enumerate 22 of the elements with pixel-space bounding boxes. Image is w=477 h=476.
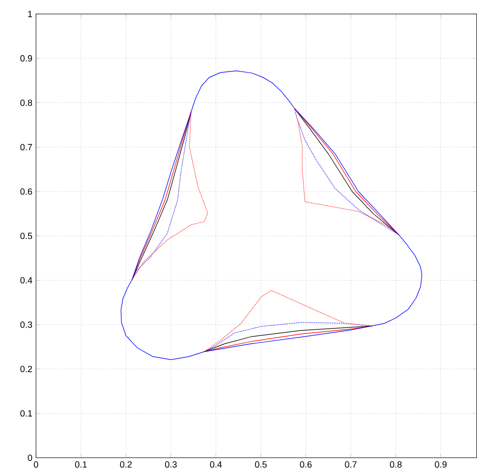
y-tick-label: 0.6 — [20, 188, 32, 195]
y-tick-label: 0.4 — [20, 277, 32, 284]
y-tick-label: 0.8 — [20, 100, 32, 106]
x-tick-label: 0.4 — [210, 461, 222, 468]
y-tick-label: 1 — [28, 11, 32, 18]
y-tick-label: 0.2 — [20, 366, 32, 372]
y-tick-label: 0.3 — [20, 322, 32, 328]
y-tick-label: 0.7 — [20, 144, 32, 150]
line-series — [294, 108, 400, 236]
x-tick-label: 0.7 — [344, 461, 357, 468]
y-tick-label: 0.1 — [20, 410, 32, 417]
x-tick-label: 0.9 — [434, 461, 447, 468]
y-tick-label: 0.9 — [20, 55, 32, 62]
x-tick-label: 0.2 — [120, 461, 132, 468]
y-tick-label: 0 — [28, 454, 32, 462]
x-tick-label: 0.6 — [300, 461, 312, 468]
x-tick-label: 0 — [34, 461, 38, 468]
y-tick-label: 0.5 — [20, 232, 32, 240]
x-tick-label: 0.3 — [165, 461, 177, 468]
x-tick-label: 0.8 — [390, 461, 402, 468]
x-tick-label: 0.5 — [254, 461, 267, 468]
x-tick-label: 0.1 — [75, 461, 87, 468]
